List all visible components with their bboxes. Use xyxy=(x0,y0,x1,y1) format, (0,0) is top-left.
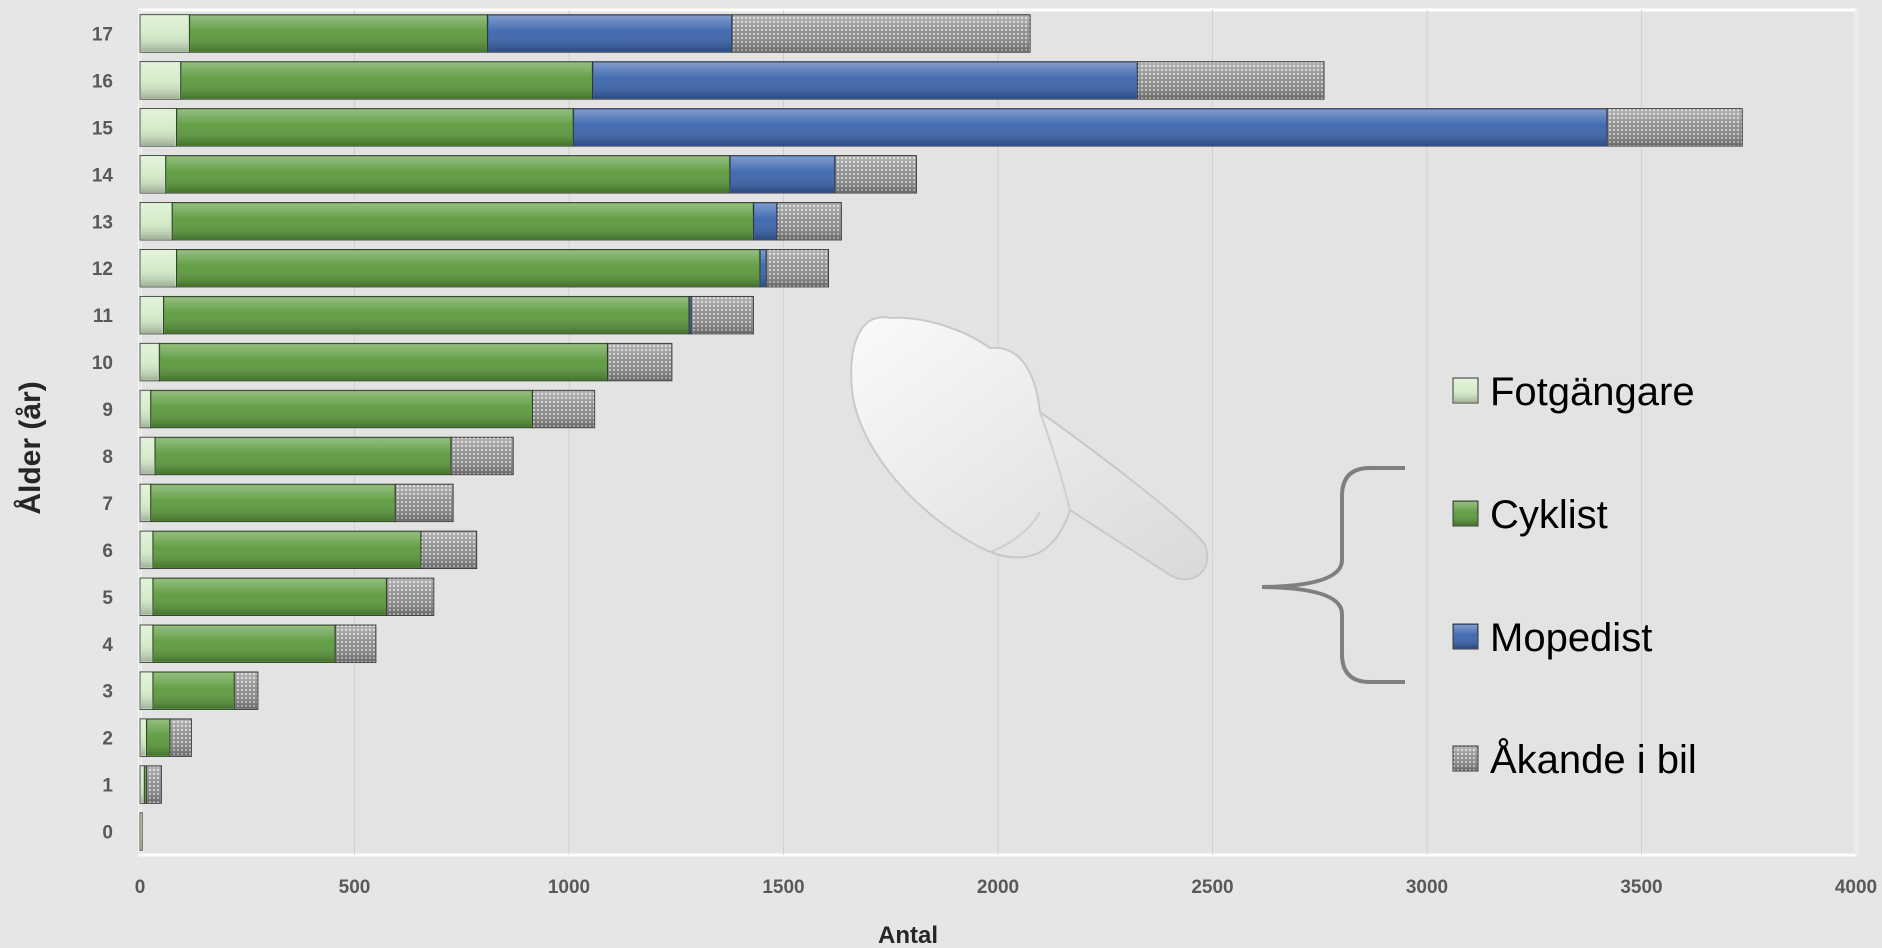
bar-segment-shine xyxy=(396,485,452,521)
y-tick-label: 8 xyxy=(102,447,113,468)
y-tick-label: 4 xyxy=(102,635,113,656)
bar-segment-shine xyxy=(336,626,375,662)
bar-segment-shine xyxy=(141,767,143,803)
y-tick-label: 2 xyxy=(102,729,113,750)
bar-segment-shine xyxy=(141,438,154,474)
bar-segment-shine xyxy=(733,16,1029,52)
bar-segment-shine xyxy=(141,16,188,52)
bar-segment-shine xyxy=(167,157,729,193)
legend-label: Åkande i bil xyxy=(1490,737,1697,782)
bar-segment-shine xyxy=(171,720,190,756)
bar-segment-shine xyxy=(141,344,158,380)
bar-segment-shine xyxy=(388,579,433,615)
x-axis-title: Antal xyxy=(878,922,938,948)
x-tick-label: 4000 xyxy=(1835,877,1877,898)
x-tick-label: 3500 xyxy=(1620,877,1662,898)
bar-segment-shine xyxy=(177,110,572,146)
bar-segment-shine xyxy=(692,297,752,333)
bar-segment-shine xyxy=(235,673,257,709)
y-tick-label: 10 xyxy=(92,353,113,374)
y-tick-label: 5 xyxy=(102,588,113,609)
bar-segment-shine xyxy=(141,297,163,333)
bar-segment-shine xyxy=(767,250,827,286)
x-tick-label: 2000 xyxy=(977,877,1019,898)
y-tick-label: 9 xyxy=(102,400,113,421)
bar-segment-shine xyxy=(754,203,776,239)
bar-segment-shine xyxy=(141,626,152,662)
bar-segment-shine xyxy=(154,532,420,568)
legend-label: Fotgängare xyxy=(1490,370,1695,414)
bar-segment-shine xyxy=(594,63,1137,99)
bar-segment-shine xyxy=(422,532,476,568)
bar-segment-shine xyxy=(173,203,752,239)
bar-segment-shine xyxy=(574,110,1606,146)
y-axis-title: Ålder (år) xyxy=(14,381,47,514)
bar-segment-shine xyxy=(141,250,175,286)
bar-segment-shine xyxy=(152,485,395,521)
legend-swatch-shine xyxy=(1454,747,1477,770)
bar-segment-shine xyxy=(836,157,916,193)
bar-segment-shine xyxy=(1608,110,1741,146)
x-tick-label: 500 xyxy=(339,877,371,898)
bar-segment-shine xyxy=(1138,63,1323,99)
bar-segment-shine xyxy=(190,16,486,52)
bar-segment-shine xyxy=(609,344,671,380)
x-tick-label: 1500 xyxy=(762,877,804,898)
bar-segment-shine xyxy=(141,110,175,146)
bar-segment-shine xyxy=(156,438,450,474)
legend-label: Mopedist xyxy=(1490,616,1652,660)
bar-segment-shine xyxy=(141,673,152,709)
x-tick-label: 0 xyxy=(135,877,146,898)
bar-segment-shine xyxy=(488,16,731,52)
bar-segment-shine xyxy=(761,250,765,286)
bar-segment-shine xyxy=(141,814,142,850)
y-tick-label: 17 xyxy=(92,24,113,45)
legend-swatch-shine xyxy=(1454,625,1477,648)
x-tick-label: 3000 xyxy=(1406,877,1448,898)
x-tick-labels: 0 500 1000 1500 2000 2500 3000 3500 4000 xyxy=(135,877,1877,898)
bar-segment-shine xyxy=(690,297,691,333)
bar-segment-shine xyxy=(165,297,689,333)
y-tick-label: 1 xyxy=(102,776,113,797)
y-tick-label: 15 xyxy=(92,118,114,139)
y-tick-label: 14 xyxy=(92,165,114,186)
bar-segment-shine xyxy=(141,157,165,193)
bar-segment-shine xyxy=(778,203,840,239)
bar-segment-shine xyxy=(452,438,512,474)
bar-segment-shine xyxy=(534,391,594,427)
y-tick-label: 7 xyxy=(102,494,113,515)
bar-segment-shine xyxy=(141,485,150,521)
bar-segment-shine xyxy=(154,579,386,615)
bar-segment-shine xyxy=(182,63,592,99)
bar-segment-shine xyxy=(160,344,606,380)
bar-segment-shine xyxy=(145,767,146,803)
bar-segment-shine xyxy=(141,532,152,568)
y-tick-label: 16 xyxy=(92,71,113,92)
y-tick-label: 13 xyxy=(92,212,113,233)
bar-segment-shine xyxy=(141,579,152,615)
bar-segment-shine xyxy=(731,157,834,193)
y-tick-label: 12 xyxy=(92,259,113,280)
legend-swatch-shine xyxy=(1454,379,1477,402)
legend-swatch-shine xyxy=(1454,502,1477,525)
bar-segment-shine xyxy=(147,720,169,756)
x-tick-label: 1000 xyxy=(548,877,590,898)
bar-segment-shine xyxy=(147,767,160,803)
y-tick-label: 11 xyxy=(93,306,114,327)
bar-segment-shine xyxy=(152,391,532,427)
y-tick-label: 6 xyxy=(102,541,113,562)
bar-segment-shine xyxy=(154,673,234,709)
y-tick-label: 3 xyxy=(102,682,113,703)
bar-segment-shine xyxy=(141,63,180,99)
bar-segment-shine xyxy=(141,720,145,756)
bar-segment-shine xyxy=(154,626,334,662)
legend-label: Cyklist xyxy=(1490,493,1608,537)
bar-segment-shine xyxy=(141,391,150,427)
y-tick-label: 0 xyxy=(102,823,113,844)
bar-segment-shine xyxy=(141,203,171,239)
x-tick-label: 2500 xyxy=(1191,877,1233,898)
bar-segment-shine xyxy=(177,250,758,286)
